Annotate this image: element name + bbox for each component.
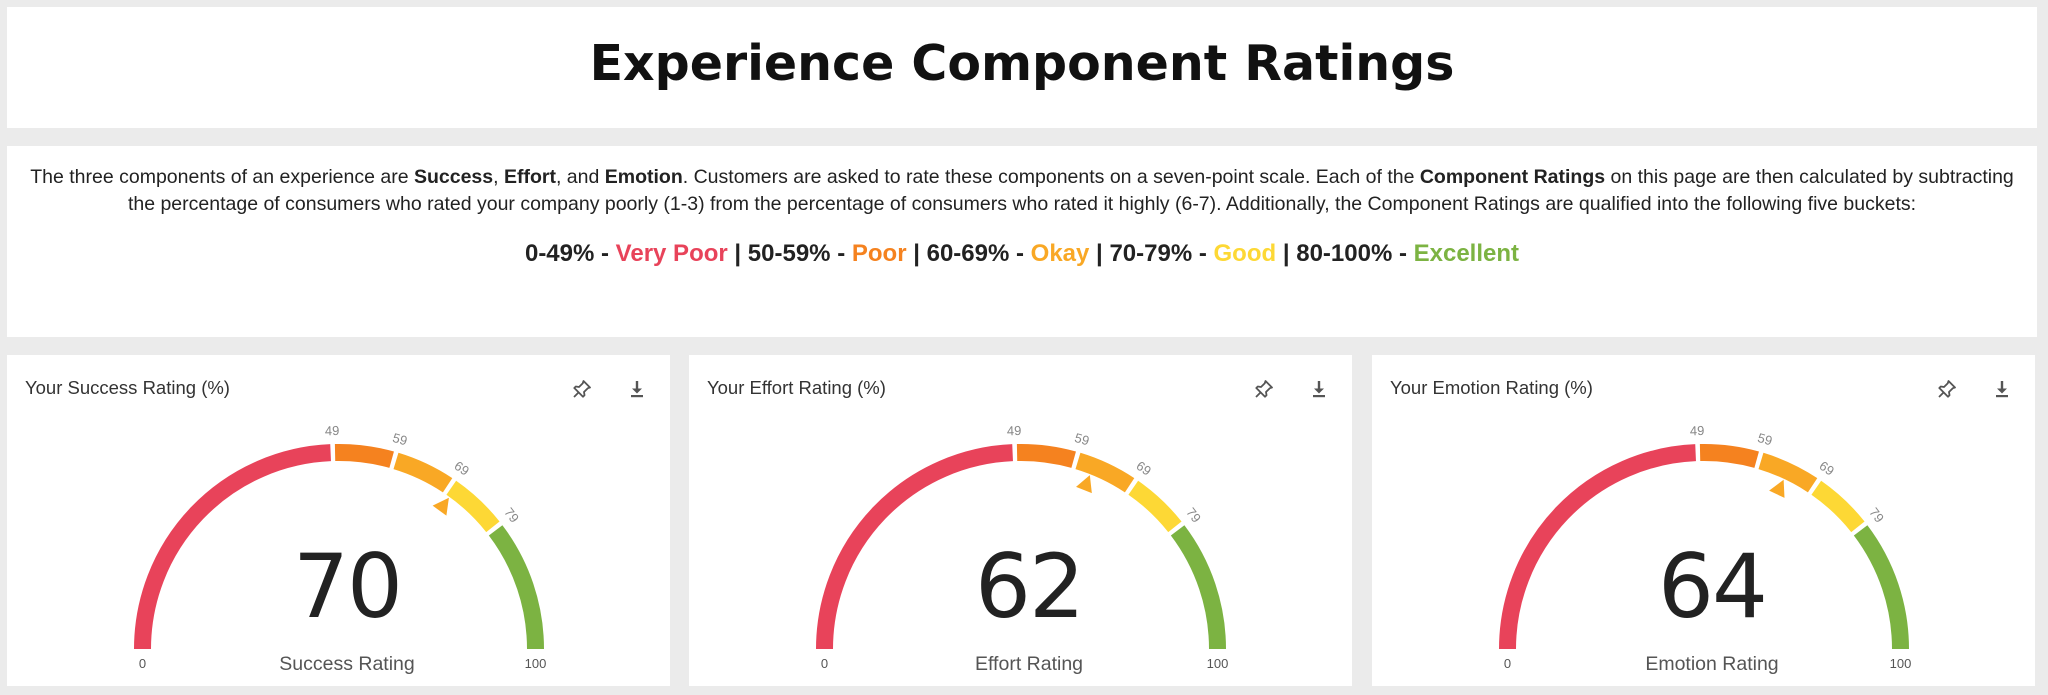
effort-gauge: 49 59 69 79 0 100 — [816, 423, 1229, 671]
gauge-threshold-label: 79 — [501, 505, 522, 526]
gauge-band — [134, 444, 331, 650]
download-icon[interactable] — [1990, 377, 2014, 401]
gauge-scale-label: 0 — [821, 656, 828, 671]
title-panel: Experience Component Ratings — [7, 7, 2037, 128]
gauge-band — [1075, 452, 1135, 493]
bucket-range: 0-49% - — [524, 240, 616, 267]
gauge-band — [1811, 480, 1865, 533]
gauge-band — [1699, 444, 1759, 468]
gauge-threshold-label: 69 — [1134, 458, 1154, 479]
gauge-threshold-label: 49 — [1007, 423, 1022, 438]
gauge-threshold-label: 49 — [1690, 423, 1705, 438]
gauge-value-marker — [1769, 479, 1785, 498]
bucket-label: Okay — [1030, 240, 1090, 267]
description-segment: , — [493, 166, 504, 188]
gauge-band — [393, 452, 453, 493]
bucket-label: Very Poor — [615, 240, 728, 267]
gauge-scale-label: 100 — [1890, 656, 1912, 671]
card-title: Your Success Rating (%) — [25, 377, 230, 398]
gauge-threshold-label: 59 — [1073, 430, 1091, 448]
description-text: The three components of an experience ar… — [21, 164, 2023, 218]
success-rating-card: Your Success Rating (%) 49 59 69 79 0 100 70 … — [7, 355, 670, 686]
gauge-band — [1170, 525, 1226, 650]
bucket-separator: | — [727, 240, 748, 267]
bucket-range: 50-59% - — [747, 240, 852, 267]
gauge-band — [1758, 452, 1818, 493]
description-success-term: Success — [413, 166, 494, 188]
gauge-scale-label: 0 — [1504, 656, 1511, 671]
description-segment: The three components of an experience ar… — [30, 166, 414, 188]
bucket-separator: | — [1089, 240, 1110, 267]
description-segment: on this page are then calculated by subt… — [127, 166, 2014, 215]
gauge-threshold-label: 59 — [1756, 430, 1774, 448]
gauge-value: 62 — [975, 535, 1085, 638]
download-icon[interactable] — [625, 377, 649, 401]
pin-icon[interactable] — [1935, 377, 1959, 401]
description-segment: , and — [555, 166, 605, 188]
gauge-threshold-label: 49 — [325, 423, 340, 438]
bucket-range: 80-100% - — [1296, 240, 1414, 267]
gauge-threshold-label: 69 — [1817, 458, 1837, 479]
pin-icon[interactable] — [1252, 377, 1276, 401]
bucket-separator: | — [906, 240, 927, 267]
gauge-band — [334, 444, 394, 468]
gauge-band — [1016, 444, 1076, 468]
rating-buckets-legend: 0-49% - Very Poor | 50-59% - Poor | 60-6… — [7, 240, 2037, 268]
gauge-threshold-label: 79 — [1183, 505, 1204, 526]
gauge-scale-label: 100 — [1207, 656, 1229, 671]
gauge-band — [488, 525, 544, 650]
pin-icon[interactable] — [570, 377, 594, 401]
gauge-scale-label: 0 — [139, 656, 146, 671]
gauge-value: 70 — [293, 535, 403, 638]
gauge-band — [446, 480, 500, 533]
effort-rating-card: Your Effort Rating (%) 49 59 69 79 0 100 62 E… — [689, 355, 1352, 686]
gauge-label: Success Rating — [279, 653, 415, 675]
card-title: Your Emotion Rating (%) — [1390, 377, 1593, 398]
description-emotion-term: Emotion — [604, 166, 683, 188]
emotion-rating-card: Your Emotion Rating (%) 49 59 69 79 0 100 64 … — [1372, 355, 2035, 686]
gauge-label: Emotion Rating — [1645, 653, 1779, 675]
card-title: Your Effort Rating (%) — [707, 377, 886, 398]
bucket-separator: | — [1276, 240, 1297, 267]
page-title: Experience Component Ratings — [589, 35, 1455, 92]
bucket-label: Good — [1213, 240, 1277, 267]
success-gauge: 49 59 69 79 0 100 — [134, 423, 547, 671]
gauge-band — [1853, 525, 1909, 650]
gauge-threshold-label: 79 — [1866, 505, 1887, 526]
gauge-value: 64 — [1658, 535, 1768, 638]
gauge-scale-label: 100 — [525, 656, 547, 671]
bucket-label: Excellent — [1413, 240, 1520, 267]
gauge-value-marker — [432, 497, 449, 516]
bucket-range: 70-79% - — [1109, 240, 1214, 267]
gauge-label: Effort Rating — [974, 653, 1084, 675]
description-segment: . Customers are asked to rate these comp… — [682, 166, 1420, 188]
description-component-ratings-term: Component Ratings — [1419, 166, 1606, 188]
gauge-value-marker — [1076, 475, 1092, 494]
bucket-range: 60-69% - — [926, 240, 1031, 267]
gauge-threshold-label: 69 — [452, 458, 472, 479]
emotion-gauge: 49 59 69 79 0 100 — [1499, 423, 1912, 671]
description-panel: The three components of an experience ar… — [7, 146, 2037, 337]
bucket-label: Poor — [851, 240, 907, 267]
gauge-threshold-label: 59 — [391, 430, 409, 448]
download-icon[interactable] — [1307, 377, 1331, 401]
gauge-band — [1128, 480, 1182, 533]
gauge-band — [1499, 444, 1696, 650]
gauge-band — [816, 444, 1013, 650]
description-effort-term: Effort — [503, 166, 556, 188]
